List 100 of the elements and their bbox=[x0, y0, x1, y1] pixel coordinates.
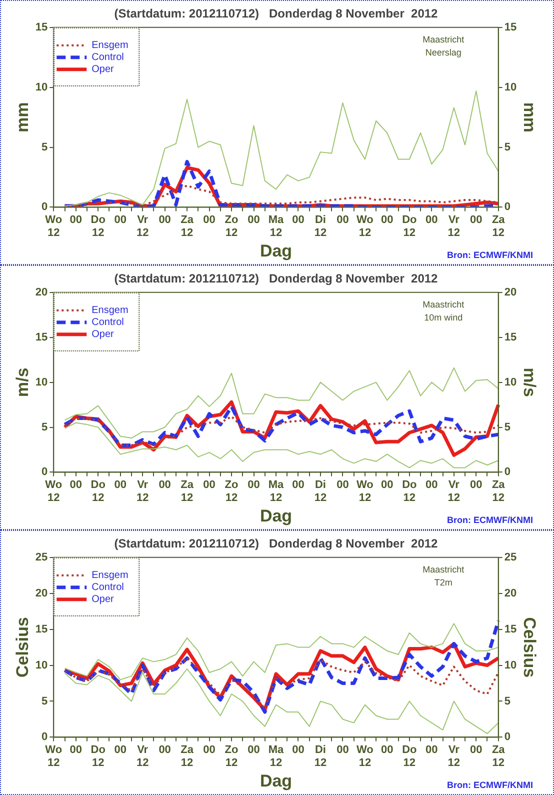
x-tick-label: 00 bbox=[381, 478, 394, 491]
y-tick-label: 5 bbox=[42, 695, 48, 708]
annotation: Maastricht 10m wind bbox=[422, 299, 465, 322]
annotation: Maastricht T2m bbox=[422, 564, 465, 588]
x-tick-label: 00 bbox=[158, 478, 171, 491]
x-tick-label: 00 bbox=[203, 214, 216, 226]
y-tick-label: 15 bbox=[35, 623, 48, 636]
x-tick-label: Vr 12 bbox=[448, 744, 460, 770]
x-tick-label: Zo 12 bbox=[224, 744, 239, 770]
x-tick-label: 00 bbox=[292, 214, 304, 226]
y2-tick-label: 5 bbox=[504, 141, 510, 154]
x-tick-label: Za 12 bbox=[492, 744, 506, 770]
text: Bron: ECMWF/KNMI bbox=[447, 514, 533, 525]
legend-label: Oper bbox=[92, 594, 115, 606]
x-tick-label: Vr 12 bbox=[136, 744, 149, 770]
x-tick-label: 00 bbox=[158, 214, 171, 226]
y-tick-label: 10 bbox=[35, 81, 48, 94]
y2-axis-title: mm bbox=[520, 102, 540, 132]
y-tick-label: 20 bbox=[35, 587, 48, 600]
y2-tick-label: 20 bbox=[504, 286, 517, 298]
x-tick-label: Za 12 bbox=[180, 214, 194, 240]
x-axis-title: Dag bbox=[260, 506, 292, 526]
x-tick-label: Vr 12 bbox=[136, 214, 149, 240]
x-tick-label: Vr 12 bbox=[136, 478, 149, 504]
y-tick-label: 10 bbox=[35, 659, 48, 672]
x-tick-label: 00 bbox=[158, 744, 171, 756]
legend-label: Oper bbox=[92, 329, 115, 340]
y-tick-label: 10 bbox=[35, 376, 48, 388]
x-tick-label: Do 12 bbox=[90, 214, 106, 240]
x-tick-label: 00 bbox=[470, 214, 482, 226]
x-tick-label: 00 bbox=[381, 214, 394, 226]
text: Bron: ECMWF/KNMI bbox=[447, 780, 533, 790]
y-axis-title: Celsius bbox=[12, 617, 32, 678]
x-tick-label: Do 12 bbox=[402, 478, 418, 504]
x-tick-label: 00 bbox=[114, 478, 126, 491]
x-tick-label: 00 bbox=[336, 478, 349, 491]
x-tick-label: Za 12 bbox=[492, 478, 506, 504]
x-tick-label: Wo 12 bbox=[45, 478, 62, 504]
x-tick-label: Wo 12 bbox=[45, 744, 62, 770]
x-tick-label: Wo 12 bbox=[356, 478, 374, 504]
y2-tick-label: 10 bbox=[504, 376, 517, 388]
x-tick-label: Do 12 bbox=[90, 478, 106, 504]
y-tick-label: 15 bbox=[35, 21, 48, 34]
x-tick-label: Do 12 bbox=[402, 744, 418, 770]
x-tick-label: 00 bbox=[426, 214, 438, 226]
y2-tick-label: 25 bbox=[504, 551, 517, 564]
x-tick-label: Vr 12 bbox=[448, 214, 460, 240]
y2-tick-label: 0 bbox=[504, 201, 510, 214]
x-tick-label: Vr 12 bbox=[448, 478, 460, 504]
y-tick-label: 15 bbox=[35, 331, 48, 344]
x-tick-label: 00 bbox=[470, 478, 482, 491]
x-tick-label: 00 bbox=[426, 478, 438, 491]
y2-tick-label: 10 bbox=[504, 81, 517, 94]
legend-label: Control bbox=[92, 52, 124, 64]
x-tick-label: Ma 12 bbox=[268, 478, 285, 504]
x-tick-label: 00 bbox=[381, 744, 394, 756]
chart-title: (Startdatum: 2012110712) Donderdag 8 November 2012 bbox=[114, 272, 438, 286]
x-tick-label: 00 bbox=[248, 744, 260, 756]
y2-tick-label: 0 bbox=[504, 466, 510, 478]
y2-tick-label: 5 bbox=[504, 695, 510, 708]
legend-label: Control bbox=[92, 317, 124, 328]
x-tick-label: Do 12 bbox=[90, 744, 106, 770]
y2-tick-label: 5 bbox=[504, 421, 510, 434]
x-tick-label: 00 bbox=[70, 214, 82, 226]
chart-title: (Startdatum: 2012110712) Donderdag 8 November 2012 bbox=[114, 6, 438, 21]
y-tick-label: 20 bbox=[35, 286, 48, 298]
x-tick-label: Do 12 bbox=[402, 214, 418, 240]
x-tick-label: Ma 12 bbox=[268, 744, 285, 770]
x-tick-label: 00 bbox=[336, 744, 349, 756]
y2-axis-title: m/s bbox=[520, 368, 540, 397]
x-tick-label: 00 bbox=[248, 478, 260, 491]
y-tick-label: 25 bbox=[35, 551, 48, 564]
y-tick-label: 0 bbox=[42, 201, 48, 214]
x-tick-label: 00 bbox=[70, 744, 82, 756]
y-tick-label: 5 bbox=[42, 421, 48, 434]
x-tick-label: 00 bbox=[426, 744, 438, 756]
y2-axis-title: Celsius bbox=[520, 617, 540, 678]
legend-label: Control bbox=[92, 582, 124, 594]
chart-title: (Startdatum: 2012110712) Donderdag 8 November 2012 bbox=[114, 536, 438, 551]
y-axis-title: mm bbox=[12, 102, 32, 132]
annotation: Maastricht Neerslag bbox=[422, 34, 465, 58]
x-tick-label: Di 12 bbox=[314, 214, 327, 240]
x-tick-label: Zo 12 bbox=[224, 478, 239, 504]
y2-tick-label: 20 bbox=[504, 587, 517, 600]
y-axis-title: m/s bbox=[12, 368, 32, 397]
y2-tick-label: 15 bbox=[504, 331, 517, 344]
legend-label: Ensgem bbox=[92, 40, 128, 52]
legend-label: Ensgem bbox=[92, 305, 128, 316]
y2-tick-label: 15 bbox=[504, 623, 517, 636]
x-tick-label: 00 bbox=[292, 478, 304, 491]
x-tick-label: Za 12 bbox=[492, 214, 506, 240]
x-tick-label: 00 bbox=[336, 214, 349, 226]
x-tick-label: Za 12 bbox=[180, 478, 194, 504]
x-tick-label: 00 bbox=[203, 478, 216, 491]
x-tick-label: 00 bbox=[114, 214, 126, 226]
legend-label: Oper bbox=[92, 64, 115, 76]
x-axis-title: Dag bbox=[260, 241, 292, 260]
x-tick-label: Zo 12 bbox=[224, 214, 239, 240]
x-tick-label: 00 bbox=[70, 478, 82, 491]
y-tick-label: 0 bbox=[42, 466, 48, 478]
